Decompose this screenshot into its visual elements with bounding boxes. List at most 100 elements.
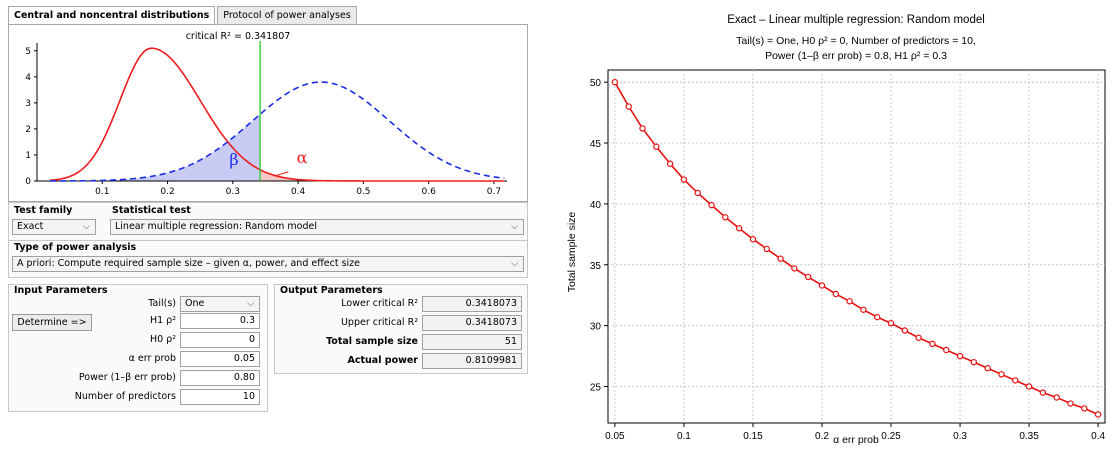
tails-select[interactable]: One ⌵	[180, 296, 260, 312]
chevron-down-icon: ⌵	[511, 259, 518, 269]
statistical-test-select[interactable]: Linear multiple regression: Random model…	[110, 219, 524, 235]
power-analysis-value: A priori: Compute required sample size –…	[17, 258, 361, 269]
dist-y-tick-label: 3	[25, 99, 31, 109]
chevron-down-icon: ⌵	[247, 299, 254, 309]
statistical-test-label: Statistical test	[112, 205, 191, 216]
x-tick-label: 0.15	[743, 431, 763, 442]
dist-y-tick-label: 0	[25, 177, 31, 187]
dist-y-tick-label: 1	[25, 151, 31, 161]
alpha-label: α	[297, 148, 308, 167]
data-point	[1053, 394, 1060, 401]
y-tick-label: 40	[590, 200, 602, 211]
data-point	[791, 265, 798, 272]
determine-button[interactable]: Determine =>	[12, 314, 92, 331]
central-distribution-curve	[49, 47, 505, 182]
data-point	[1067, 400, 1074, 407]
xy-plot-panel: Exact – Linear multiple regression: Rand…	[560, 0, 1120, 450]
x-tick-label: 0.2	[815, 431, 829, 442]
num-predictors-input[interactable]: 10	[180, 389, 260, 405]
power-analysis-select[interactable]: A priori: Compute required sample size –…	[12, 256, 524, 272]
chevron-down-icon: ⌵	[511, 222, 518, 232]
data-point	[915, 334, 922, 341]
data-point	[860, 306, 867, 313]
plot-area	[607, 69, 1106, 424]
gpower-main-panel: Central and noncentral distributions Pro…	[0, 0, 530, 450]
data-point	[804, 273, 812, 281]
x-tick-label: 0.3	[953, 431, 967, 442]
data-point	[722, 214, 729, 221]
dist-y-tick-label: 4	[25, 73, 31, 83]
alpha-err-prob-input[interactable]: 0.05	[180, 351, 260, 367]
tails-value: One	[185, 298, 205, 309]
statistical-test-value: Linear multiple regression: Random model	[115, 221, 317, 232]
data-point	[818, 282, 826, 289]
actual-power-label: Actual power	[347, 355, 419, 366]
data-point	[735, 225, 743, 232]
h0-rho2-input[interactable]: 0	[180, 332, 260, 348]
data-point	[998, 371, 1005, 378]
data-point	[929, 340, 936, 348]
h1-rho2-input[interactable]: 0.3	[180, 313, 260, 329]
alpha-err-prob-label: α err prob	[128, 353, 176, 364]
tab-distributions[interactable]: Central and noncentral distributions	[8, 6, 216, 25]
dist-x-tick-label: 0.5	[356, 187, 370, 197]
test-family-value: Exact	[17, 221, 44, 232]
noncentral-distribution-curve	[50, 81, 505, 182]
chevron-down-icon: ⌵	[83, 222, 90, 232]
x-tick-label: 0.05	[605, 431, 625, 442]
data-point	[666, 160, 674, 167]
chart-subtitle-line-1: Tail(s) = One, H0 ρ² = 0, Number of pred…	[736, 35, 976, 47]
data-point	[901, 327, 909, 334]
sample-size-plot: Exact – Linear multiple regression: Rand…	[566, 14, 1106, 446]
beta-label: β	[229, 150, 238, 169]
data-point	[1094, 411, 1102, 418]
data-point	[1039, 389, 1047, 396]
beta-region	[69, 114, 261, 181]
data-point	[984, 365, 991, 372]
chart-title: Exact – Linear multiple regression: Rand…	[727, 14, 985, 26]
total-sample-size-value: 51	[422, 334, 522, 350]
alpha-pointer	[275, 171, 289, 177]
data-point	[846, 298, 853, 305]
power-label: Power (1–β err prob)	[78, 372, 176, 383]
y-tick-label: 50	[590, 78, 602, 89]
chart-subtitle-line-2: Power (1–β err prob) = 0.8, H1 ρ² = 0.3	[765, 50, 947, 62]
tab-protocol[interactable]: Protocol of power analyses	[217, 6, 357, 25]
data-point	[708, 201, 715, 209]
output-parameters-header: Output Parameters	[280, 285, 383, 296]
tab-bar: Central and noncentral distributions Pro…	[8, 6, 359, 25]
data-point	[887, 319, 895, 327]
num-predictors-label: Number of predictors	[74, 391, 176, 402]
data-point	[1081, 405, 1088, 412]
data-point	[832, 290, 839, 298]
x-tick-label: 0.4	[1091, 431, 1105, 442]
power-input[interactable]: 0.80	[180, 370, 260, 386]
critical-r2-label: critical R² = 0.341807	[186, 31, 291, 42]
dist-x-tick-label: 0.7	[487, 187, 501, 197]
y-axis-label: Total sample size	[566, 212, 578, 293]
y-tick-label: 25	[590, 382, 602, 393]
y-tick-label: 30	[590, 322, 602, 333]
x-tick-label: 0.35	[1019, 431, 1039, 442]
data-point	[680, 176, 688, 183]
upper-critical-r2-label: Upper critical R²	[340, 317, 418, 328]
x-axis-label: α err prob	[833, 434, 879, 446]
data-point	[970, 358, 978, 366]
data-point	[749, 235, 757, 243]
dist-x-tick-label: 0.3	[226, 187, 240, 197]
dist-x-tick-label: 0.2	[160, 187, 174, 197]
upper-critical-r2-value: 0.3418073	[422, 315, 522, 331]
alpha-region	[260, 169, 403, 181]
actual-power-value: 0.8109981	[422, 353, 522, 369]
y-tick-label: 35	[590, 261, 602, 272]
data-point	[694, 189, 701, 197]
y-tick-label: 45	[590, 139, 602, 150]
distribution-plot-frame: 0.1 0.2 0.3 0.4 0.5 0.6 0.7 0 1 2 3 4 5 critical R² …	[8, 24, 528, 202]
total-sample-size-label: Total sample size	[326, 336, 418, 347]
test-family-label: Test family	[14, 205, 73, 216]
test-family-select[interactable]: Exact ⌵	[12, 219, 96, 235]
data-point	[653, 143, 660, 150]
h0-rho2-label: H0 ρ²	[149, 334, 176, 345]
data-point	[1025, 383, 1033, 390]
distribution-plot: 0.1 0.2 0.3 0.4 0.5 0.6 0.7 0 1 2 3 4 5 critical R² …	[25, 31, 507, 197]
